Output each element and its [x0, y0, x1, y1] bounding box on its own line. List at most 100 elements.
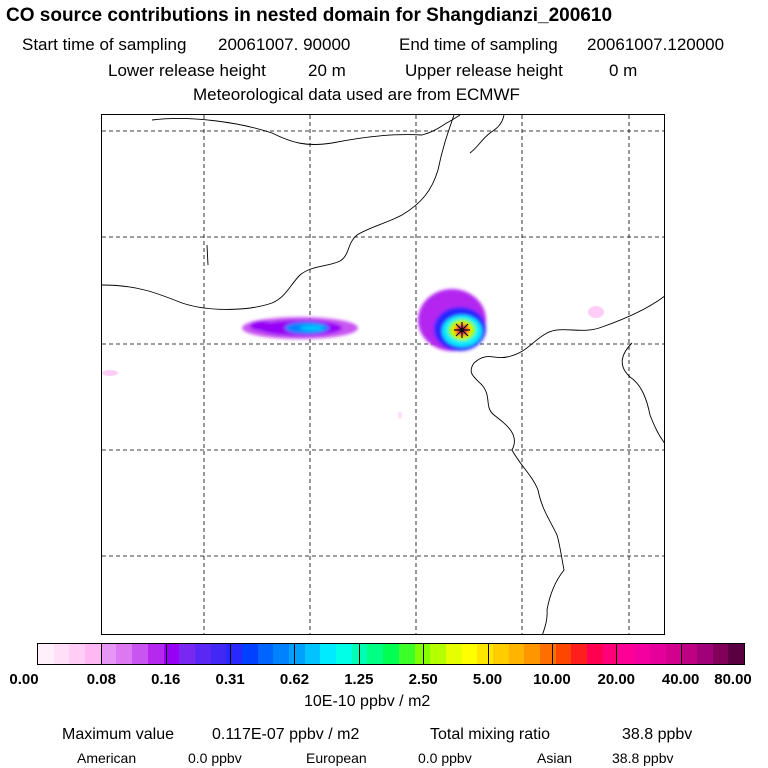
lower-release-value: 20 m	[308, 61, 346, 80]
colorbar-divider	[359, 643, 360, 665]
colorbar-swatch	[728, 644, 744, 664]
colorbar-swatch	[461, 644, 478, 664]
faint-spot	[588, 306, 604, 318]
total-mixing-label: Total mixing ratio	[430, 726, 551, 743]
colorbar-swatch	[477, 644, 493, 664]
colorbar-swatch	[85, 644, 101, 664]
colorbar-swatch	[257, 644, 274, 664]
colorbar-swatch	[540, 644, 556, 664]
colorbar-swatch	[445, 644, 462, 664]
colorbar-divider	[230, 643, 231, 665]
colorbar-units: 10E-10 ppbv / m2	[304, 693, 431, 710]
map-canvas	[102, 115, 664, 634]
total-mixing-value: 38.8 ppbv	[622, 726, 693, 743]
region-american-label: American	[77, 750, 137, 766]
colorbar-divider	[681, 643, 682, 665]
faint-spot	[102, 370, 118, 376]
small-mark	[206, 244, 209, 266]
faint-spot	[398, 411, 402, 419]
colorbar-swatch	[618, 644, 635, 664]
colorbar-swatch	[555, 644, 572, 664]
colorbar-swatch	[163, 644, 180, 664]
colorbar-swatch	[179, 644, 195, 664]
colorbar-swatch	[226, 644, 242, 664]
colorbar-swatch	[69, 644, 86, 664]
colorbar-tick-label: 10.00	[533, 671, 571, 688]
colorbar-divider	[294, 643, 295, 665]
meteorology-note: Meteorological data used are from ECMWF	[193, 85, 520, 104]
colorbar-tick-label: 2.50	[408, 671, 438, 688]
colorbar-swatch	[649, 644, 666, 664]
colorbar-swatch	[210, 644, 227, 664]
colorbar-swatch	[414, 644, 431, 664]
colorbar-swatch	[132, 644, 148, 664]
colorbar-tick-label: 0.16	[151, 671, 181, 688]
end-time-label: End time of sampling	[399, 35, 558, 54]
lower-release-label: Lower release height	[108, 61, 266, 80]
region-asian-label: Asian	[537, 750, 573, 766]
plume-contour	[300, 325, 324, 331]
colorbar-swatch	[289, 644, 305, 664]
colorbar-tick-label: 20.00	[597, 671, 636, 688]
colorbar-swatch	[602, 644, 619, 664]
colorbar-swatch	[665, 644, 682, 664]
upper-release-label: Upper release height	[405, 61, 563, 80]
colorbar-swatch	[430, 644, 446, 664]
colorbar-divider	[616, 643, 617, 665]
colorbar-swatch	[304, 644, 321, 664]
colorbar-swatch	[273, 644, 289, 664]
plume-contour	[250, 321, 274, 331]
colorbar-swatch	[492, 644, 509, 664]
colorbar-tick-label: 1.25	[344, 671, 374, 688]
max-value-label: Maximum value	[62, 726, 175, 743]
colorbar-swatch	[241, 644, 258, 664]
plume-west	[242, 317, 358, 339]
colorbar-swatch	[696, 644, 713, 664]
colorbar-swatch	[712, 644, 729, 664]
coastline-peninsula	[621, 342, 664, 444]
colorbar-swatch	[587, 644, 603, 664]
region-european-label: European	[306, 750, 367, 766]
map-panel	[101, 114, 665, 635]
colorbar-divider	[166, 643, 167, 665]
boundary-ne-arc	[102, 115, 455, 310]
region-european-value: 0.0 ppbv	[418, 750, 472, 766]
colorbar-tick-label: 0.00	[9, 671, 39, 688]
colorbar-swatch	[383, 644, 399, 664]
colorbar-swatch	[38, 644, 54, 664]
upper-release-value: 0 m	[609, 61, 638, 80]
colorbar-tick-label: 80.00	[714, 671, 752, 688]
coastline-east	[470, 295, 664, 634]
plot-title: CO source contributions in nested domain…	[6, 5, 613, 26]
colorbar-swatch	[571, 644, 588, 664]
star-marker-icon	[454, 322, 470, 338]
colorbar-tick-label: 0.62	[279, 671, 310, 688]
boundary-northern	[151, 115, 461, 145]
colorbar-tick-label: 5.00	[472, 671, 503, 688]
region-american-value: 0.0 ppbv	[188, 750, 242, 766]
colorbar-divider	[552, 643, 553, 665]
region-asian-value: 38.8 ppbv	[612, 750, 674, 766]
colorbar-tick-label: 40.00	[661, 671, 700, 688]
colorbar-swatch	[398, 644, 415, 664]
boundary-east	[469, 115, 505, 154]
colorbar-swatch	[147, 644, 164, 664]
colorbar-swatch	[320, 644, 337, 664]
colorbar-tick-label: 0.08	[86, 671, 116, 688]
plume-receptor	[418, 289, 486, 351]
graticule	[102, 115, 664, 634]
country-boundaries	[102, 115, 664, 634]
colorbar-swatch	[336, 644, 352, 664]
colorbar-divider	[101, 643, 102, 665]
colorbar	[37, 643, 745, 665]
colorbar-swatch	[116, 644, 133, 664]
colorbar-swatch	[367, 644, 384, 664]
end-time-value: 20061007.120000	[587, 35, 725, 54]
start-time-label: Start time of sampling	[22, 35, 187, 54]
colorbar-swatch	[100, 644, 117, 664]
colorbar-divider	[423, 643, 424, 665]
colorbar-swatch	[508, 644, 525, 664]
colorbar-tick-label: 0.31	[215, 671, 245, 688]
colorbar-swatch	[53, 644, 70, 664]
colorbar-swatch	[524, 644, 540, 664]
